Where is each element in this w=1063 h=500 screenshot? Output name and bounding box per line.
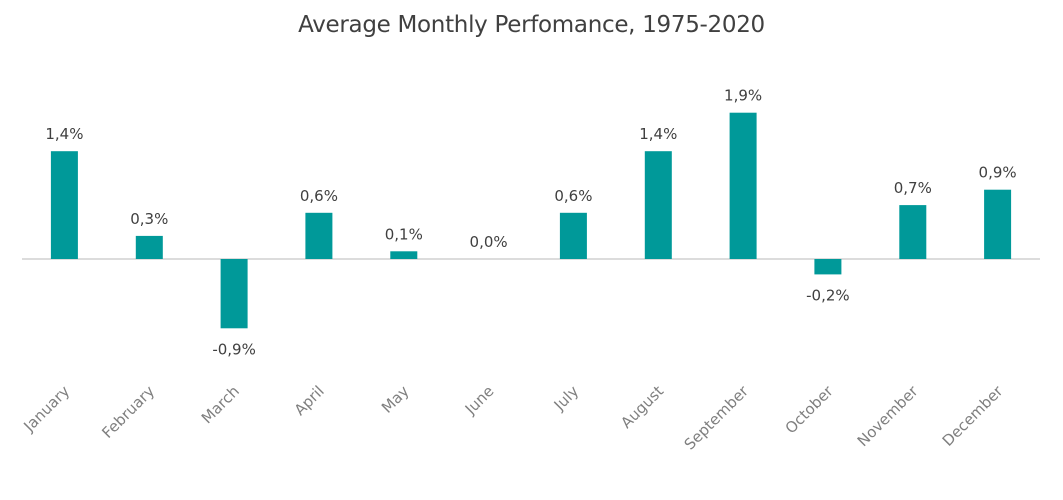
x-tick-label-august: August [617, 382, 667, 432]
x-tick-label-december: December [939, 382, 1007, 450]
x-tick-labels-group: January February March April May June July Augu… [20, 382, 1007, 454]
bar-april [305, 212, 333, 259]
data-label-january: 1,4% [45, 125, 83, 143]
x-tick-label-march: March [198, 382, 243, 427]
data-label-june: 0,0% [470, 233, 508, 251]
x-tick-label-april: April [291, 382, 328, 419]
data-label-april: 0,6% [300, 187, 338, 205]
x-tick-label-november: November [854, 382, 922, 450]
data-label-october: -0,2% [806, 286, 850, 304]
bar-october [814, 259, 842, 275]
bar-july [559, 212, 587, 259]
data-label-may: 0,1% [385, 225, 423, 243]
x-tick-label-september: September [681, 382, 753, 454]
bar-september [729, 112, 757, 259]
data-label-march: -0,9% [212, 340, 256, 358]
bar-december [984, 189, 1012, 259]
x-tick-label-july: July [550, 382, 583, 415]
bar-february [135, 235, 163, 259]
data-label-november: 0,7% [894, 179, 932, 197]
data-label-september: 1,9% [724, 87, 762, 105]
x-tick-label-june: June [461, 382, 498, 419]
data-labels-group: 1,4% 0,3% -0,9% 0,6% 0,1% 0,0% 0,6% 1,4% 1,9% -0,… [45, 87, 1016, 359]
bars-group [50, 112, 1012, 329]
bar-january [50, 151, 78, 259]
bar-august [644, 151, 672, 259]
x-tick-label-may: May [378, 382, 413, 417]
data-label-february: 0,3% [130, 210, 168, 228]
x-tick-label-february: February [98, 382, 158, 442]
chart-title: Average Monthly Perfomance, 1975-2020 [298, 12, 765, 38]
bar-may [390, 251, 418, 259]
bar-november [899, 205, 927, 259]
data-label-july: 0,6% [554, 187, 592, 205]
data-label-august: 1,4% [639, 125, 677, 143]
data-label-december: 0,9% [979, 164, 1017, 182]
x-tick-label-january: January [20, 382, 74, 436]
x-tick-label-october: October [782, 382, 838, 438]
bar-march [220, 259, 248, 329]
